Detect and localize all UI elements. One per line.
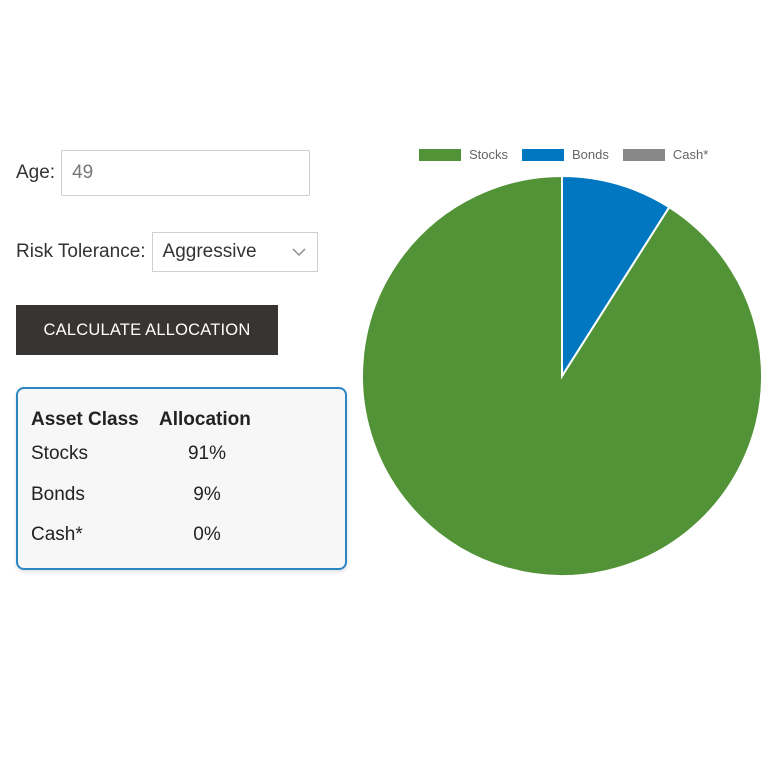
age-label: Age: <box>16 162 56 183</box>
risk-tolerance-value: Aggressive <box>162 241 257 262</box>
risk-row: Risk Tolerance: Aggressive <box>16 232 318 272</box>
allocation-cell: 91% <box>187 443 227 465</box>
legend-item-cash[interactable]: Cash* <box>622 147 709 162</box>
asset-class-cell: Cash* <box>31 524 83 546</box>
calculate-allocation-button[interactable]: CALCULATE ALLOCATION <box>16 305 278 355</box>
chevron-down-icon <box>291 248 306 257</box>
allocation-cell: 9% <box>193 483 221 505</box>
risk-tolerance-select[interactable]: Aggressive <box>151 232 318 272</box>
age-row: Age: <box>16 150 311 196</box>
header-allocation: Allocation <box>159 408 251 430</box>
legend-label-stocks: Stocks <box>469 147 509 162</box>
asset-class-cell: Bonds <box>31 483 85 505</box>
header-asset-class: Asset Class <box>31 408 139 430</box>
table-row: Cash* 0% <box>31 515 255 556</box>
legend-swatch-bonds <box>522 148 565 161</box>
legend-item-bonds[interactable]: Bonds <box>522 147 609 162</box>
legend-label-bonds: Bonds <box>572 147 609 162</box>
allocation-table: Asset Class Allocation Stocks 91% Bonds … <box>31 405 255 556</box>
allocation-result-card: Asset Class Allocation Stocks 91% Bonds … <box>16 387 347 570</box>
allocation-cell: 0% <box>193 524 221 546</box>
age-input[interactable] <box>61 150 311 196</box>
legend-swatch-stocks <box>419 148 461 161</box>
risk-tolerance-label: Risk Tolerance: <box>16 241 146 262</box>
legend-swatch-cash <box>622 148 665 161</box>
table-header-row: Asset Class Allocation <box>31 405 255 434</box>
pie-slice-bonds[interactable] <box>561 175 671 380</box>
table-row: Stocks 91% <box>31 434 255 475</box>
asset-class-cell: Stocks <box>31 443 89 465</box>
legend-item-stocks[interactable]: Stocks <box>419 147 508 162</box>
allocation-pie-chart <box>361 175 763 577</box>
table-row: Bonds 9% <box>31 475 255 516</box>
legend-label-cash: Cash* <box>672 147 709 162</box>
chart-legend: Stocks Bonds Cash* <box>419 147 722 162</box>
